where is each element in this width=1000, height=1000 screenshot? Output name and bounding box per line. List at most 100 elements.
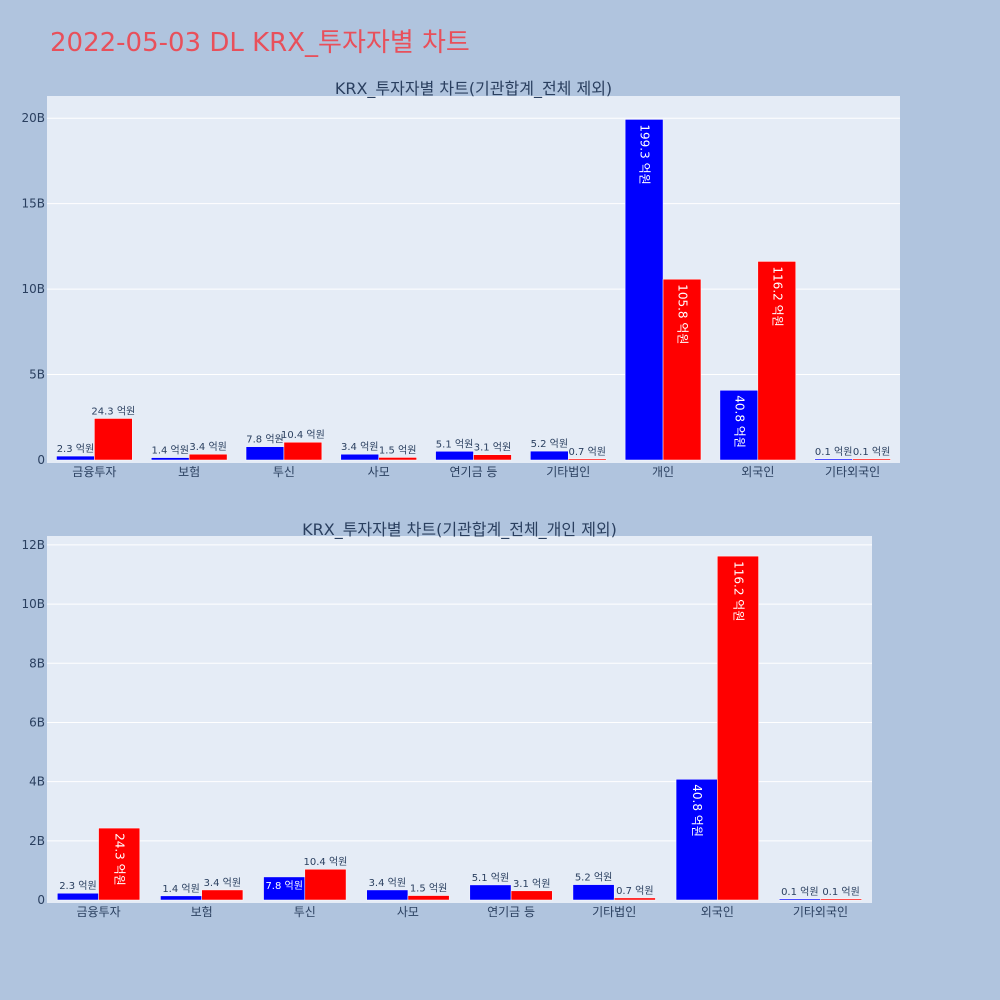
- bar-blue-3: [340, 453, 379, 461]
- data-label: 0.1 억원: [853, 446, 890, 458]
- data-label: 116.2 억원: [770, 266, 784, 326]
- bar-blue-5: [530, 450, 569, 461]
- x-tick-label: 금융투자: [76, 905, 120, 919]
- data-label: 1.4 억원: [151, 445, 188, 457]
- y-tick-label: 2B: [29, 834, 45, 848]
- data-label: 2.3 억원: [57, 443, 94, 455]
- y-tick-label: 15B: [21, 197, 45, 211]
- data-label: 0.7 억원: [568, 446, 605, 458]
- bar-blue-7: [719, 390, 759, 461]
- bar-red-0: [94, 418, 133, 461]
- data-label: 7.8 억원: [265, 880, 302, 892]
- bar-red-4: [473, 454, 512, 461]
- x-tick-label: 금융투자: [72, 465, 116, 479]
- x-tick-label: 보험: [178, 465, 200, 479]
- data-label: 7.8 억원: [246, 434, 283, 446]
- bar-red-4: [510, 890, 553, 901]
- x-tick-label: 연기금 등: [450, 465, 498, 479]
- x-tick-label: 사모: [397, 905, 419, 919]
- data-label: 3.4 억원: [369, 877, 406, 889]
- y-tick-label: 8B: [29, 656, 45, 670]
- bar-red-3: [378, 457, 417, 461]
- y-tick-label: 6B: [29, 715, 45, 729]
- x-tick-label: 보험: [191, 905, 213, 919]
- data-label: 1.4 억원: [162, 883, 199, 895]
- chart-title: KRX_투자자별 차트(기관합계_전체_개인 제외): [302, 520, 617, 540]
- y-tick-label: 10B: [21, 282, 45, 296]
- bar-red-1: [201, 889, 244, 901]
- x-tick-label: 기타외국인: [825, 465, 880, 479]
- bar-blue-4: [435, 451, 474, 461]
- data-label: 40.8 억원: [690, 784, 704, 837]
- bar-red-6: [662, 278, 702, 461]
- bar-blue-8: [814, 458, 853, 461]
- bar-blue-6: [624, 119, 664, 461]
- bar-blue-0: [57, 892, 99, 901]
- x-tick-label: 연기금 등: [487, 905, 535, 919]
- data-label: 3.4 억원: [204, 877, 241, 889]
- x-tick-label: 외국인: [741, 465, 774, 479]
- x-tick-label: 투신: [273, 465, 295, 479]
- x-tick-label: 개인: [652, 465, 674, 479]
- data-label: 1.5 억원: [379, 444, 416, 456]
- page-title: 2022-05-03 DL KRX_투자자별 차트: [50, 28, 470, 58]
- bar-blue-4: [469, 884, 512, 901]
- data-label: 199.3 억원: [638, 124, 652, 184]
- data-label: 5.2 억원: [575, 872, 612, 884]
- data-label: 0.1 억원: [822, 886, 859, 898]
- x-tick-label: 기타법인: [546, 465, 590, 479]
- bar-red-7: [757, 261, 796, 461]
- data-label: 10.4 억원: [304, 856, 348, 868]
- data-label: 10.4 억원: [281, 429, 325, 441]
- x-tick-label: 외국인: [701, 905, 734, 919]
- data-label: 5.1 억원: [436, 438, 473, 450]
- bar-blue-6: [675, 779, 718, 901]
- data-label: 5.2 억원: [531, 438, 568, 450]
- data-label: 3.1 억원: [474, 442, 511, 454]
- data-label: 2.3 억원: [59, 880, 96, 892]
- data-label: 0.1 억원: [815, 446, 852, 458]
- y-tick-label: 4B: [29, 775, 45, 789]
- x-tick-label: 기타법인: [592, 905, 636, 919]
- bar-blue-1: [160, 895, 202, 901]
- data-label: 0.1 억원: [781, 886, 818, 898]
- y-tick-label: 5B: [29, 368, 45, 382]
- bar-red-8: [852, 458, 891, 461]
- bar-blue-0: [56, 455, 95, 461]
- y-tick-label: 12B: [21, 538, 45, 552]
- y-tick-label: 0: [37, 453, 45, 467]
- bar-red-2: [304, 868, 347, 901]
- chart-title: KRX_투자자별 차트(기관합계_전체 제외): [335, 79, 612, 99]
- bar-red-0: [98, 827, 141, 901]
- y-tick-label: 20B: [21, 111, 45, 125]
- bar-blue-2: [245, 446, 285, 461]
- bar-blue-5: [572, 884, 615, 901]
- bar-blue-1: [151, 457, 190, 461]
- x-tick-label: 기타외국인: [793, 905, 848, 919]
- data-label: 24.3 억원: [113, 833, 127, 886]
- data-label: 3.1 억원: [513, 878, 550, 890]
- bar-red-7: [820, 898, 862, 901]
- data-label: 24.3 억원: [91, 405, 135, 417]
- data-label: 5.1 억원: [472, 872, 509, 884]
- bar-red-3: [407, 895, 450, 901]
- data-label: 105.8 억원: [676, 284, 690, 344]
- x-tick-label: 사모: [368, 465, 390, 479]
- data-label: 1.5 억원: [410, 883, 447, 895]
- y-tick-label: 0: [37, 893, 45, 907]
- bar-red-5: [613, 897, 656, 901]
- bar-red-1: [188, 453, 228, 461]
- bar-red-5: [568, 458, 607, 461]
- bar-red-2: [283, 441, 323, 461]
- y-tick-label: 10B: [21, 597, 45, 611]
- data-label: 116.2 억원: [731, 561, 745, 621]
- bar-blue-3: [366, 889, 409, 901]
- data-label: 0.7 억원: [616, 885, 653, 897]
- bar-red-6: [717, 555, 759, 901]
- chart-panel-2: 0 2B 4B 6B 8B 10B 12B KRX_투자자별 차트(기관합계_전체_개인 제외…: [21, 520, 872, 919]
- data-label: 3.4 억원: [341, 441, 378, 453]
- data-label: 3.4 억원: [189, 441, 226, 453]
- data-label: 40.8 억원: [732, 395, 746, 448]
- x-tick-label: 투신: [294, 905, 316, 919]
